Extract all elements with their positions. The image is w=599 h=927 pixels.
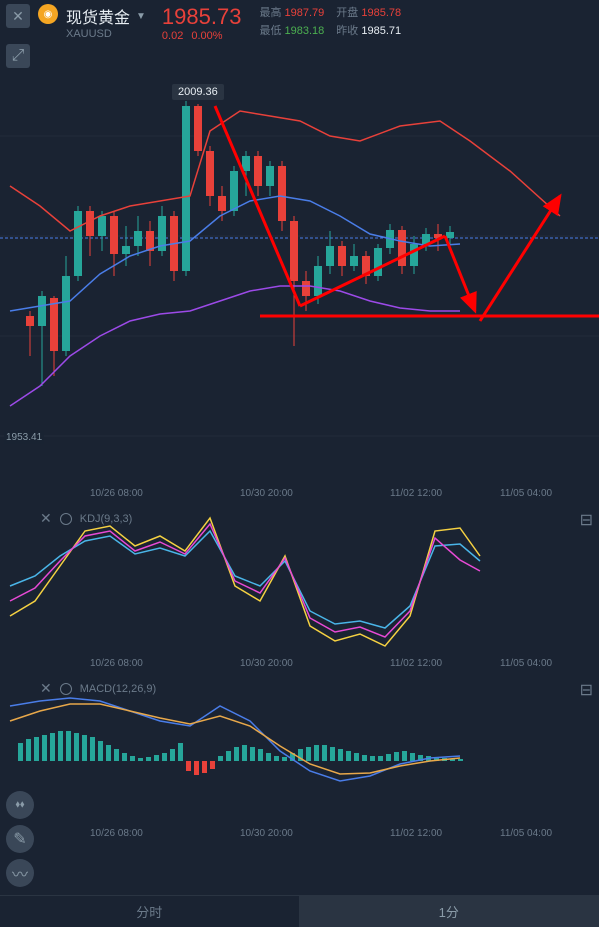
price-tag: 2009.36 [172,84,224,100]
close-icon[interactable]: ✕ [6,4,30,28]
macd-scroll-icon[interactable]: ⊟ [580,680,593,700]
prev-label: 昨收 [336,25,358,37]
y-axis-label: 1953.41 [4,431,44,444]
instrument-subtitle: XAUUSD [66,28,146,40]
kdj-close-icon[interactable]: ✕ [40,510,52,527]
header: ✕ ◉ 现货黄金 ▼ XAUUSD 1985.73 0.02 0.00% 最高 … [0,0,599,46]
macd-header: ✕ MACD(12,26,9) [40,680,156,697]
macd-close-icon[interactable]: ✕ [40,680,52,697]
candlestick-tool-icon[interactable]: ⬪⬪ [6,791,34,819]
price-change: 0.02 [162,30,183,42]
macd-title: MACD(12,26,9) [80,683,156,695]
prev-value: 1985.71 [361,25,401,37]
last-price: 1985.73 [162,4,242,30]
high-value: 1987.79 [285,7,325,19]
kdj-title: KDJ(9,3,3) [80,513,133,525]
low-value: 1983.18 [285,25,325,37]
kdj-settings-icon[interactable] [60,513,72,525]
draw-tool-icon[interactable]: ✎ [6,825,34,853]
timeframe-tabs: 分时 1分 [0,895,599,927]
ohlc-stats: 最高 1987.79 开盘 1985.78 最低 1983.18 昨收 1985… [259,4,401,38]
bottom-toolbar: ⬪⬪ ✎ 〰 [6,791,34,887]
low-label: 最低 [259,25,281,37]
gold-icon: ◉ [38,4,58,24]
dropdown-icon[interactable]: ▼ [136,11,146,22]
x-axis-macd: 10/26 08:0010/30 20:0011/02 12:0011/05 0… [0,828,599,846]
high-label: 最高 [259,7,281,19]
tab-timeshare[interactable]: 分时 [0,896,300,927]
kdj-header: ✕ KDJ(9,3,3) [40,510,132,527]
kdj-chart[interactable]: ✕ KDJ(9,3,3) ⊟ 10/26 08:0010/30 20:0011/… [0,506,599,676]
title-block: 现货黄金 ▼ XAUUSD [66,4,146,40]
kdj-scroll-icon[interactable]: ⊟ [580,510,593,530]
price-block: 1985.73 0.02 0.00% [162,4,242,42]
indicator-tool-icon[interactable]: 〰 [6,859,34,887]
open-value: 1985.78 [361,7,401,19]
price-change-pct: 0.00% [191,30,222,42]
x-axis-kdj: 10/26 08:0010/30 20:0011/02 12:0011/05 0… [0,658,599,676]
tab-1min[interactable]: 1分 [300,896,599,927]
x-axis-main: 10/26 08:0010/30 20:0011/02 12:0011/05 0… [0,488,599,506]
instrument-title: 现货黄金 [66,4,130,28]
open-label: 开盘 [336,7,358,19]
main-chart[interactable]: 2009.36 1953.41 10/26 08:0010/30 20:0011… [0,56,599,506]
macd-settings-icon[interactable] [60,683,72,695]
macd-chart[interactable]: ✕ MACD(12,26,9) ⊟ 10/26 08:0010/30 20:00… [0,676,599,846]
